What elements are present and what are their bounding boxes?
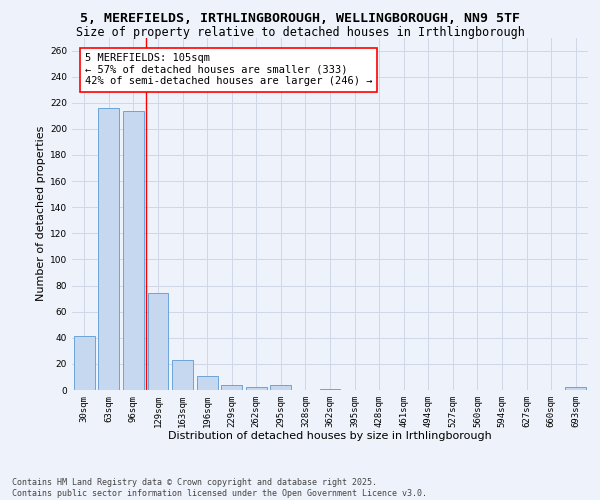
- Bar: [123, 110, 144, 390]
- X-axis label: Distribution of detached houses by size in Irthlingborough: Distribution of detached houses by size …: [168, 432, 492, 442]
- Bar: [98, 108, 119, 390]
- Bar: [221, 385, 242, 390]
- Bar: [197, 376, 218, 390]
- Text: 5 MEREFIELDS: 105sqm
← 57% of detached houses are smaller (333)
42% of semi-deta: 5 MEREFIELDS: 105sqm ← 57% of detached h…: [85, 53, 372, 86]
- Bar: [320, 388, 340, 390]
- Y-axis label: Number of detached properties: Number of detached properties: [36, 126, 46, 302]
- Bar: [246, 388, 267, 390]
- Text: 5, MEREFIELDS, IRTHLINGBOROUGH, WELLINGBOROUGH, NN9 5TF: 5, MEREFIELDS, IRTHLINGBOROUGH, WELLINGB…: [80, 12, 520, 26]
- Bar: [172, 360, 193, 390]
- Bar: [74, 336, 95, 390]
- Text: Contains HM Land Registry data © Crown copyright and database right 2025.
Contai: Contains HM Land Registry data © Crown c…: [12, 478, 427, 498]
- Text: Size of property relative to detached houses in Irthlingborough: Size of property relative to detached ho…: [76, 26, 524, 39]
- Bar: [565, 388, 586, 390]
- Bar: [148, 294, 169, 390]
- Bar: [271, 385, 292, 390]
